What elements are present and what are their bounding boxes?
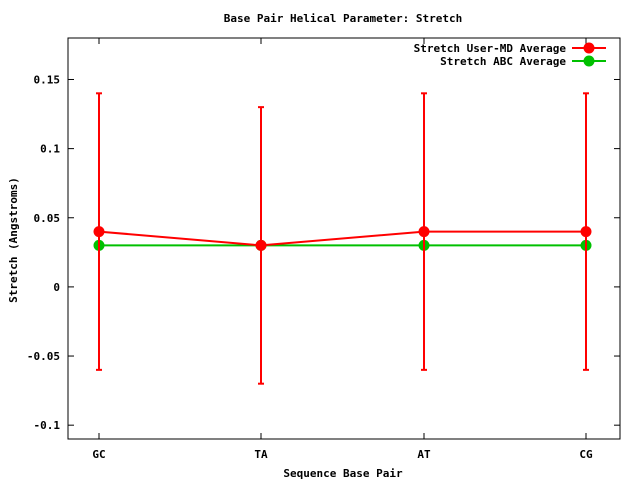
y-tick-label: -0.1 [34, 419, 61, 432]
y-tick-label: 0.05 [34, 212, 61, 225]
y-tick-label: 0.15 [34, 73, 61, 86]
data-point [580, 226, 592, 238]
data-point [255, 239, 267, 251]
data-point [93, 226, 105, 238]
series-layer [93, 92, 592, 385]
series-abc [93, 239, 592, 251]
y-axis: -0.1 -0.05 0 0.05 0.1 0.15 [27, 73, 620, 432]
y-tick-label: -0.05 [27, 350, 60, 363]
y-tick-label: 0 [53, 281, 60, 294]
legend-label: Stretch ABC Average [440, 55, 566, 68]
chart-title: Base Pair Helical Parameter: Stretch [224, 12, 462, 25]
x-tick-label: CG [579, 448, 593, 461]
legend-label: Stretch User-MD Average [414, 42, 567, 55]
y-tick-label: 0.1 [40, 143, 60, 156]
x-axis: GC TA AT CG [92, 38, 593, 461]
legend-marker [583, 42, 595, 54]
series-line [98, 230, 586, 247]
series-user-md [93, 92, 592, 385]
legend-marker [583, 55, 595, 67]
y-axis-label: Stretch (Angstroms) [7, 177, 20, 303]
x-axis-label: Sequence Base Pair [283, 467, 403, 480]
x-tick-label: TA [254, 448, 268, 461]
x-tick-label: AT [417, 448, 431, 461]
plot-area-frame [67, 37, 621, 440]
x-tick-label: GC [92, 448, 105, 461]
data-point [418, 226, 430, 238]
